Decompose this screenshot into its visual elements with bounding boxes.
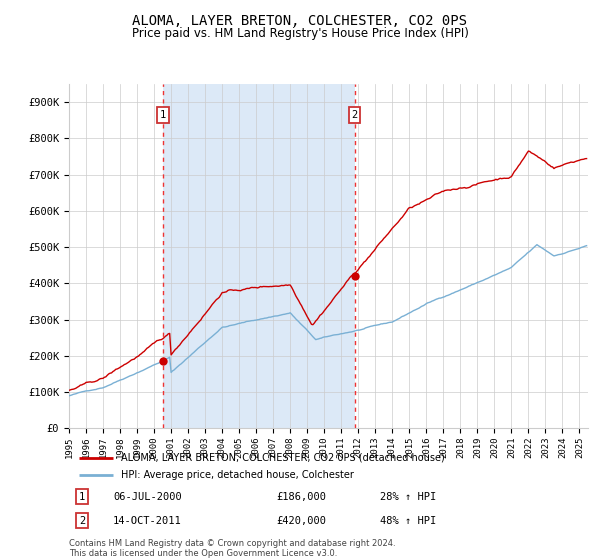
Bar [163,84,355,428]
Text: 1: 1 [160,110,166,120]
Text: 48% ↑ HPI: 48% ↑ HPI [380,516,437,525]
Text: 2: 2 [352,110,358,120]
Text: 06-JUL-2000: 06-JUL-2000 [113,492,182,502]
Text: Price paid vs. HM Land Registry's House Price Index (HPI): Price paid vs. HM Land Registry's House … [131,27,469,40]
Text: 1: 1 [79,492,85,502]
Text: £420,000: £420,000 [277,516,326,525]
Text: HPI: Average price, detached house, Colchester: HPI: Average price, detached house, Colc… [121,470,354,480]
Text: ALOMA, LAYER BRETON, COLCHESTER, CO2 0PS (detached house): ALOMA, LAYER BRETON, COLCHESTER, CO2 0PS… [121,452,445,463]
Text: Contains HM Land Registry data © Crown copyright and database right 2024.
This d: Contains HM Land Registry data © Crown c… [69,539,395,558]
Text: 2: 2 [79,516,85,525]
Text: ALOMA, LAYER BRETON, COLCHESTER, CO2 0PS: ALOMA, LAYER BRETON, COLCHESTER, CO2 0PS [133,14,467,28]
Text: 14-OCT-2011: 14-OCT-2011 [113,516,182,525]
Text: 28% ↑ HPI: 28% ↑ HPI [380,492,437,502]
Text: £186,000: £186,000 [277,492,326,502]
